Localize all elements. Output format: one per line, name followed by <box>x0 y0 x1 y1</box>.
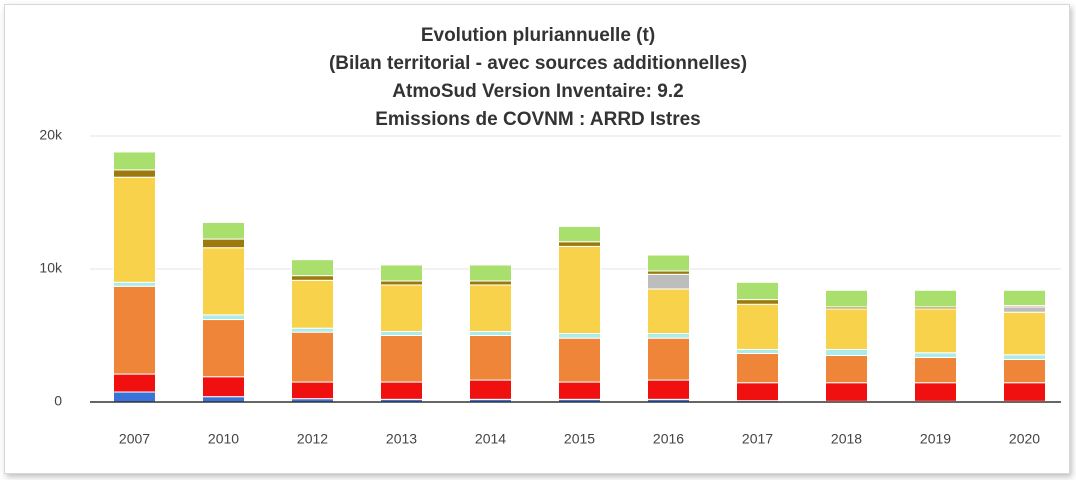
bar-segment <box>202 247 245 316</box>
bar-segment <box>291 381 334 400</box>
bar-segment <box>1003 311 1046 356</box>
bar-segment <box>380 264 423 282</box>
bar-segment <box>558 245 601 335</box>
chart-title: (Bilan territorial - avec sources additi… <box>329 53 747 74</box>
bar-segment <box>647 288 690 335</box>
chart-card <box>4 4 1070 474</box>
bar-segment <box>1003 289 1046 307</box>
bar-segment <box>736 382 779 402</box>
bar-segment <box>202 376 245 398</box>
bar-segment <box>736 281 779 301</box>
bar-segment <box>558 337 601 383</box>
bar-segment <box>202 319 245 378</box>
bar-segment <box>558 333 601 339</box>
bar-segment <box>113 391 156 403</box>
bar-segment <box>825 382 868 402</box>
chart-title: Emissions de COVNM : ARRD Istres <box>375 109 701 130</box>
x-tick-label: 2016 <box>653 431 684 447</box>
bar-segment <box>914 382 957 402</box>
bar-segment <box>1003 354 1046 360</box>
bar-segment <box>825 348 868 356</box>
bar-segment <box>380 331 423 337</box>
x-tick-label: 2015 <box>564 431 595 447</box>
bar-segment <box>1003 382 1046 402</box>
chart-title: Evolution pluriannuelle (t) <box>421 25 655 46</box>
bar-segment <box>380 280 423 286</box>
bar-segment <box>1003 358 1046 384</box>
bar-segment <box>469 331 512 337</box>
chart-title: AtmoSud Version Inventaire: 9.2 <box>392 81 683 102</box>
bar-segment <box>202 314 245 321</box>
bar-segment <box>202 396 245 403</box>
bar-segment <box>647 337 690 381</box>
bar-segment <box>469 264 512 282</box>
bar-segment <box>113 281 156 287</box>
x-tick-label: 2010 <box>208 431 239 447</box>
y-tick-label: 20k <box>39 127 63 143</box>
bar-segment <box>469 335 512 381</box>
y-tick-label: 0 <box>54 393 62 409</box>
bar-segment <box>291 279 334 329</box>
bar-segment <box>558 225 601 243</box>
bar-segment <box>914 308 957 354</box>
bar-segment <box>558 381 601 400</box>
bar-segment <box>647 333 690 339</box>
x-tick-label: 2014 <box>475 431 506 447</box>
x-tick-label: 2012 <box>297 431 328 447</box>
bar-segment <box>380 335 423 383</box>
bar-segment <box>291 275 334 281</box>
bar-segment <box>291 331 334 383</box>
bar-segment <box>736 299 779 305</box>
bar-segment <box>736 348 779 354</box>
bar-segment <box>380 284 423 333</box>
y-tick-label: 10k <box>39 260 63 276</box>
x-tick-label: 2020 <box>1009 431 1040 447</box>
bar-segment <box>113 151 156 171</box>
bar-segment <box>825 289 868 308</box>
bar-segment <box>113 373 156 393</box>
bar-segment <box>202 221 245 240</box>
bar-segment <box>469 280 512 286</box>
bar-segment <box>113 169 156 178</box>
bar-segment <box>202 238 245 249</box>
bar-segment <box>914 289 957 308</box>
bar-segment <box>825 354 868 384</box>
bar-segment <box>647 379 690 400</box>
bar-segment <box>113 285 156 375</box>
bar-segment <box>914 356 957 384</box>
bar-segment <box>380 381 423 400</box>
bar-segment <box>647 254 690 272</box>
x-tick-label: 2019 <box>920 431 951 447</box>
bar-segment <box>291 327 334 333</box>
bar-segment <box>736 352 779 384</box>
bar-segment <box>291 259 334 277</box>
bar-segment <box>113 176 156 283</box>
bar-segment <box>1003 306 1046 313</box>
bar-segment <box>647 273 690 290</box>
x-tick-label: 2018 <box>831 431 862 447</box>
bar-segment <box>469 284 512 333</box>
bar-segment <box>914 352 957 358</box>
bar-segment <box>736 303 779 350</box>
x-tick-label: 2013 <box>386 431 417 447</box>
x-tick-label: 2007 <box>119 431 150 447</box>
bar-segment <box>558 241 601 247</box>
bar-segment <box>825 308 868 350</box>
bar-segment <box>469 379 512 400</box>
x-tick-label: 2017 <box>742 431 773 447</box>
